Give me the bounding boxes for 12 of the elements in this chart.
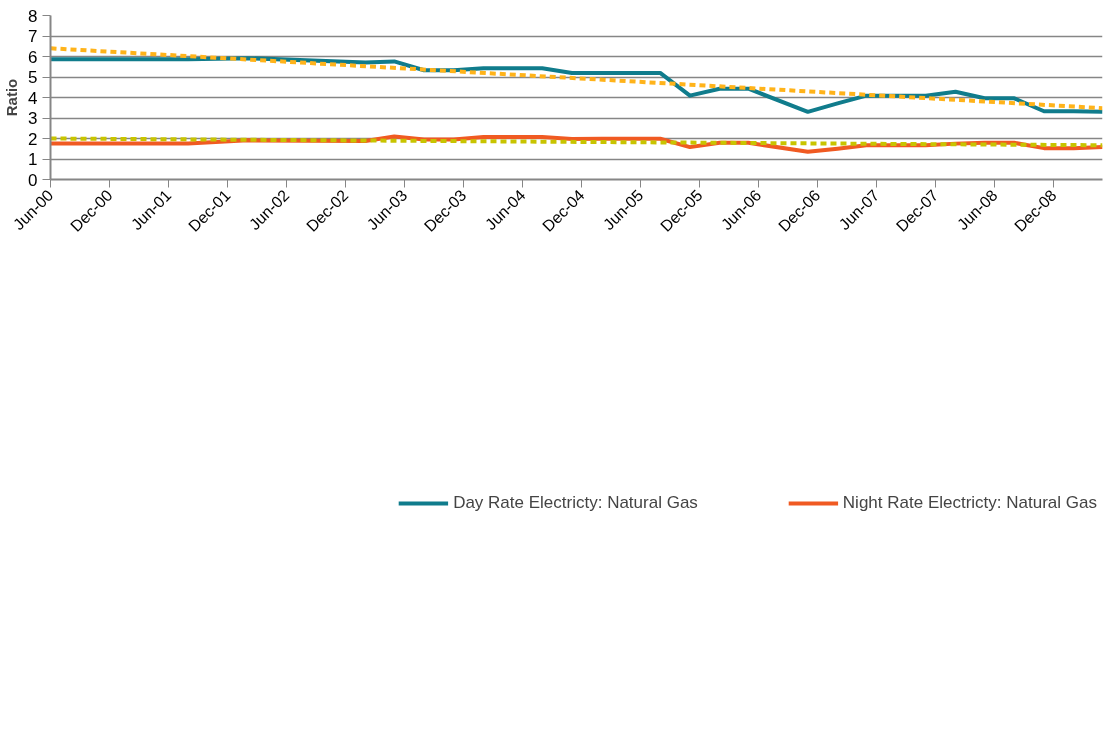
y-tick-label: 1 (28, 150, 38, 169)
y-tick-label: 7 (28, 27, 38, 46)
legend-label: Day Rate Electricty: Natural Gas (453, 493, 698, 513)
y-tick-label: 4 (28, 88, 38, 108)
legend-label: Night Rate Electricty: Natural Gas (842, 493, 1097, 513)
y-tick-label: 2 (28, 129, 38, 149)
y-tick-label: 6 (28, 47, 38, 67)
y-tick-label: 3 (28, 109, 38, 128)
y-tick-label: 0 (28, 170, 38, 190)
y-axis-title: Ratio (3, 78, 21, 117)
y-tick-label: 8 (28, 6, 38, 26)
y-tick-label: 5 (28, 68, 38, 87)
